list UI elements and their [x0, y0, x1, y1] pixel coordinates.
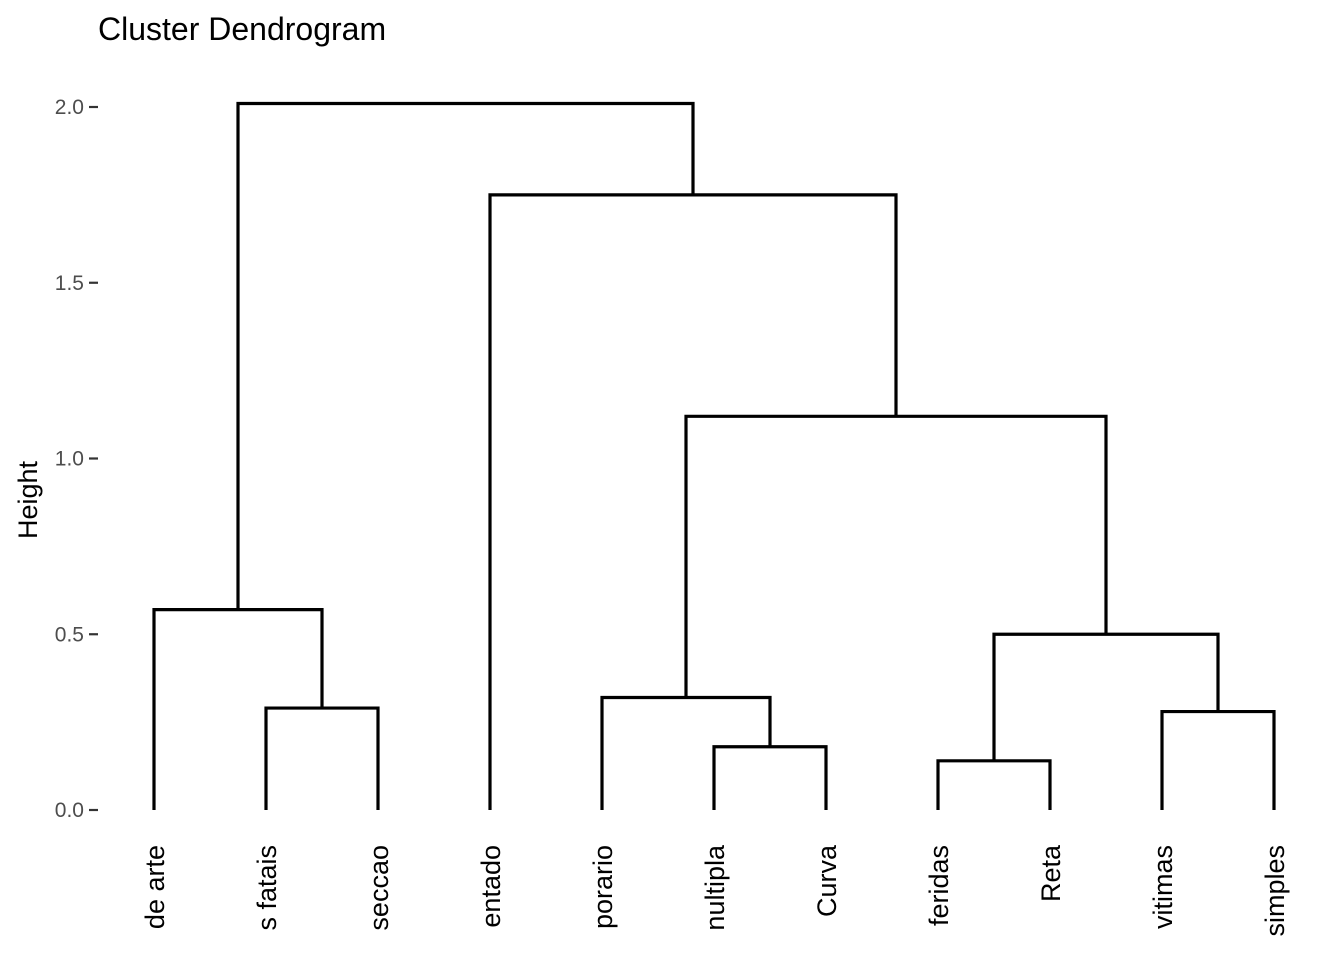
y-axis-label: Height — [13, 460, 43, 539]
leaf-label: nultipla — [700, 844, 730, 931]
y-axis: 0.0 0.5 1.0 1.5 2.0 — [55, 96, 98, 822]
leaf-label: Reta — [1036, 844, 1066, 902]
branch-m8 — [684, 414, 1108, 698]
branch-m2 — [152, 608, 324, 810]
y-tick-label: 1.5 — [55, 272, 84, 295]
y-tick-label: 2.0 — [55, 96, 84, 119]
y-tick-label: 1.0 — [55, 448, 84, 471]
leaf-label: porario — [588, 845, 618, 929]
leaf-label: feridas — [924, 845, 954, 926]
branch-m7 — [992, 632, 1220, 761]
y-tick-label: 0.0 — [55, 799, 84, 822]
branch-m5 — [936, 759, 1052, 810]
leaf-label: de arte — [140, 845, 170, 929]
branch-m10 — [236, 101, 695, 610]
branch-m4 — [600, 695, 772, 810]
leaf-label: s fatais — [252, 845, 282, 931]
leaf-label: vitimas — [1148, 845, 1178, 929]
leaf-labels: de arte s fatais seccao entado porario nultip… — [140, 844, 1290, 937]
dendrogram-branches — [152, 101, 1276, 810]
branch-m1 — [264, 706, 380, 810]
branch-m9 — [488, 193, 898, 810]
y-tick-label: 0.5 — [55, 623, 84, 646]
branch-m6 — [1160, 709, 1276, 810]
branch-m3 — [712, 745, 828, 810]
leaf-label: simples — [1260, 845, 1290, 937]
leaf-label: Curva — [812, 844, 842, 917]
chart-title: Cluster Dendrogram — [98, 11, 386, 47]
leaf-label: entado — [476, 845, 506, 928]
leaf-label: seccao — [364, 845, 394, 931]
